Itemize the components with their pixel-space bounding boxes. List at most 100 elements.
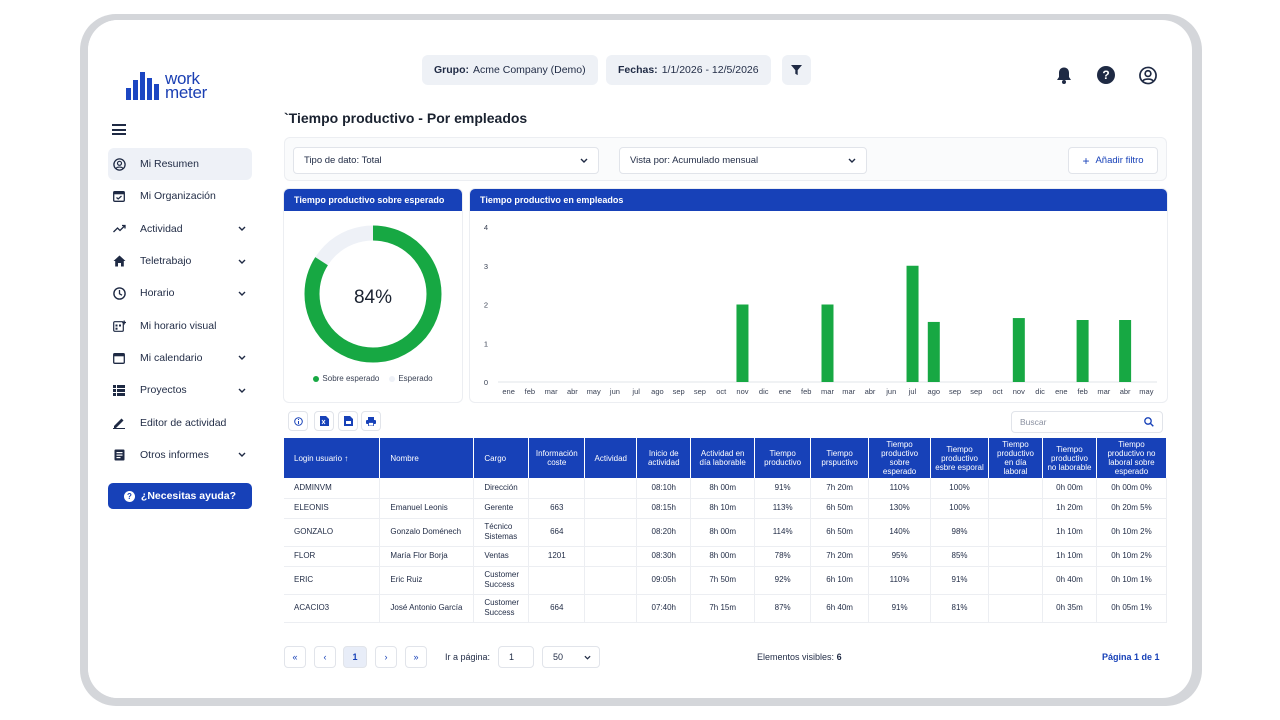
column-header[interactable]: Cargo <box>473 438 530 478</box>
chevron-down-icon[interactable] <box>238 355 246 361</box>
table-cell: Customer Success <box>473 594 530 623</box>
sidebar-item-label: Mi Organización <box>140 190 216 203</box>
current-page-button[interactable]: 1 <box>343 646 367 668</box>
x-tick-label: dic <box>1035 387 1045 396</box>
filter-button[interactable] <box>782 55 811 85</box>
table-row[interactable]: ACACIO3 José Antonio García Customer Succe… <box>284 594 1168 623</box>
next-page-button[interactable]: › <box>375 646 397 668</box>
bar-chart-panel: Tiempo productivo en empleados 0 1 2 3 4 ene f… <box>470 189 1167 402</box>
first-page-button[interactable]: « <box>284 646 306 668</box>
table-row[interactable]: ELEONIS Emanuel Leonis Gerente 663 08:15h 8h … <box>284 498 1168 519</box>
table-cell: 78% <box>754 546 812 567</box>
sidebar-item-editor-de-actividad[interactable]: Editor de actividad <box>108 406 252 438</box>
chevron-down-icon[interactable] <box>238 259 246 264</box>
notifications-bell-icon[interactable] <box>1055 66 1073 84</box>
column-header[interactable]: Tiempo prspuctivo <box>810 438 870 478</box>
column-header[interactable]: Tiempo productivo <box>754 438 812 478</box>
bar[interactable] <box>1012 318 1025 382</box>
table-cell <box>584 498 638 519</box>
sidebar-item-actividad[interactable]: Actividad <box>108 213 252 245</box>
pdf-file-icon <box>343 416 353 426</box>
column-header[interactable]: Inicio de actividad <box>636 438 692 478</box>
group-selector[interactable]: Grupo: Acme Company (Demo) <box>422 55 598 85</box>
printer-icon <box>366 416 376 426</box>
column-header[interactable]: Nombre <box>379 438 475 478</box>
column-header[interactable]: Tiempo productivo esbre esporal <box>930 438 990 478</box>
date-range-selector[interactable]: Fechas: 1/1/2026 - 12/5/2026 <box>606 55 771 85</box>
column-header[interactable]: Login usuario ↑ <box>284 438 381 478</box>
table-row[interactable]: ADMINVM Dirección 08:10h 8h 00m 91% 7h 20m 110… <box>284 478 1168 499</box>
chevron-down-icon[interactable] <box>238 388 246 393</box>
sidebar-item-horario[interactable]: Horario <box>108 277 252 309</box>
export-excel-button[interactable] <box>314 411 334 431</box>
table-cell: Dirección <box>473 478 530 499</box>
table-cell: Eric Ruiz <box>379 566 475 595</box>
table-row[interactable]: ERIC Eric Ruiz Customer Success 09:05h 7h 50… <box>284 566 1168 595</box>
data-type-select[interactable]: Tipo de dato: Total <box>293 147 599 174</box>
column-header[interactable]: Tiempo productivo sobre esperado <box>868 438 932 478</box>
goto-page-input[interactable]: 1 <box>498 646 534 668</box>
print-button[interactable] <box>361 411 381 431</box>
table-cell <box>988 594 1043 623</box>
sidebar-item-label: Teletrabajo <box>140 255 192 268</box>
add-filter-button[interactable]: + Añadir filtro <box>1068 147 1158 174</box>
donut-panel: Tiempo productivo sobre esperado 84% Sob… <box>284 189 462 402</box>
bar[interactable] <box>736 304 749 383</box>
search-icon[interactable] <box>1144 417 1154 427</box>
chevron-down-icon[interactable] <box>238 291 246 296</box>
table-cell: 100% <box>930 498 990 519</box>
sidebar-item-teletrabajo[interactable]: Teletrabajo <box>108 245 252 277</box>
table-cell: FLOR <box>284 546 381 567</box>
bar[interactable] <box>927 321 940 382</box>
user-profile-icon[interactable] <box>1139 66 1157 84</box>
table-row[interactable]: FLOR María Flor Borja Ventas 1201 08:30h 8h 0… <box>284 546 1168 567</box>
x-tick-label: abr <box>865 387 876 396</box>
bar[interactable] <box>821 304 834 383</box>
sidebar-item-mi-resumen[interactable]: Mi Resumen <box>108 148 252 181</box>
user-circle-icon <box>112 157 126 171</box>
table-cell: 85% <box>930 546 990 567</box>
column-header[interactable]: Tiempo productivo no laboral sobre esper… <box>1096 438 1168 478</box>
help-button[interactable]: ? ¿Necesitas ayuda? <box>108 483 252 509</box>
sidebar-item-otros-informes[interactable]: Otros informes <box>108 439 252 471</box>
sidebar-item-label: Mi Resumen <box>140 158 199 171</box>
page-size-select[interactable]: 50 <box>542 646 600 668</box>
column-header[interactable]: Información coste <box>528 438 586 478</box>
last-page-button[interactable]: » <box>405 646 427 668</box>
sidebar-item-proyectos[interactable]: Proyectos <box>108 374 252 406</box>
chevron-down-icon[interactable] <box>238 452 246 458</box>
table-cell: 7h 20m <box>810 478 870 499</box>
sidebar-item-mi-horario-visual[interactable]: Mi horario visual <box>108 309 252 341</box>
column-header[interactable]: Tiempo productivo no laborable <box>1042 438 1097 478</box>
chevron-down-icon[interactable] <box>238 226 246 232</box>
view-by-select[interactable]: Vista por: Acumulado mensual <box>619 147 867 174</box>
x-tick-label: mar <box>1097 387 1110 396</box>
table-cell: 0h 05m 1% <box>1096 594 1168 623</box>
logo[interactable]: work meter <box>126 70 207 101</box>
sidebar-item-mi-calendario[interactable]: Mi calendario <box>108 342 252 374</box>
bar[interactable] <box>1119 320 1132 382</box>
table-search[interactable] <box>1011 411 1163 433</box>
table-cell: 1h 10m <box>1042 546 1097 567</box>
x-tick-label: oct <box>993 387 1004 396</box>
bar[interactable] <box>1076 320 1089 382</box>
column-header[interactable]: Actividad en día laborable <box>690 438 756 478</box>
bar[interactable] <box>906 265 919 382</box>
info-button[interactable] <box>288 411 308 431</box>
y-tick-label: 3 <box>484 262 488 271</box>
export-pdf-button[interactable] <box>338 411 358 431</box>
search-input[interactable] <box>1020 417 1144 427</box>
column-header[interactable]: Actividad <box>584 438 638 478</box>
sidebar-item-mi-organizacion[interactable]: Mi Organización <box>108 180 252 212</box>
table-cell: ELEONIS <box>284 498 381 519</box>
table-cell: 8h 10m <box>690 498 756 519</box>
table-row[interactable]: GONZALO Gonzalo Doménech Técnico Sistemas 6… <box>284 518 1168 547</box>
table-cell: 6h 50m <box>810 498 870 519</box>
table-cell: 09:05h <box>636 566 692 595</box>
prev-page-button[interactable]: ‹ <box>314 646 336 668</box>
svg-text:?: ? <box>1102 68 1109 82</box>
menu-toggle-icon[interactable] <box>112 124 126 135</box>
column-header[interactable]: Tiempo productivo en día laboral <box>988 438 1043 478</box>
table-cell: 92% <box>754 566 812 595</box>
help-circle-icon[interactable]: ? <box>1097 66 1115 84</box>
